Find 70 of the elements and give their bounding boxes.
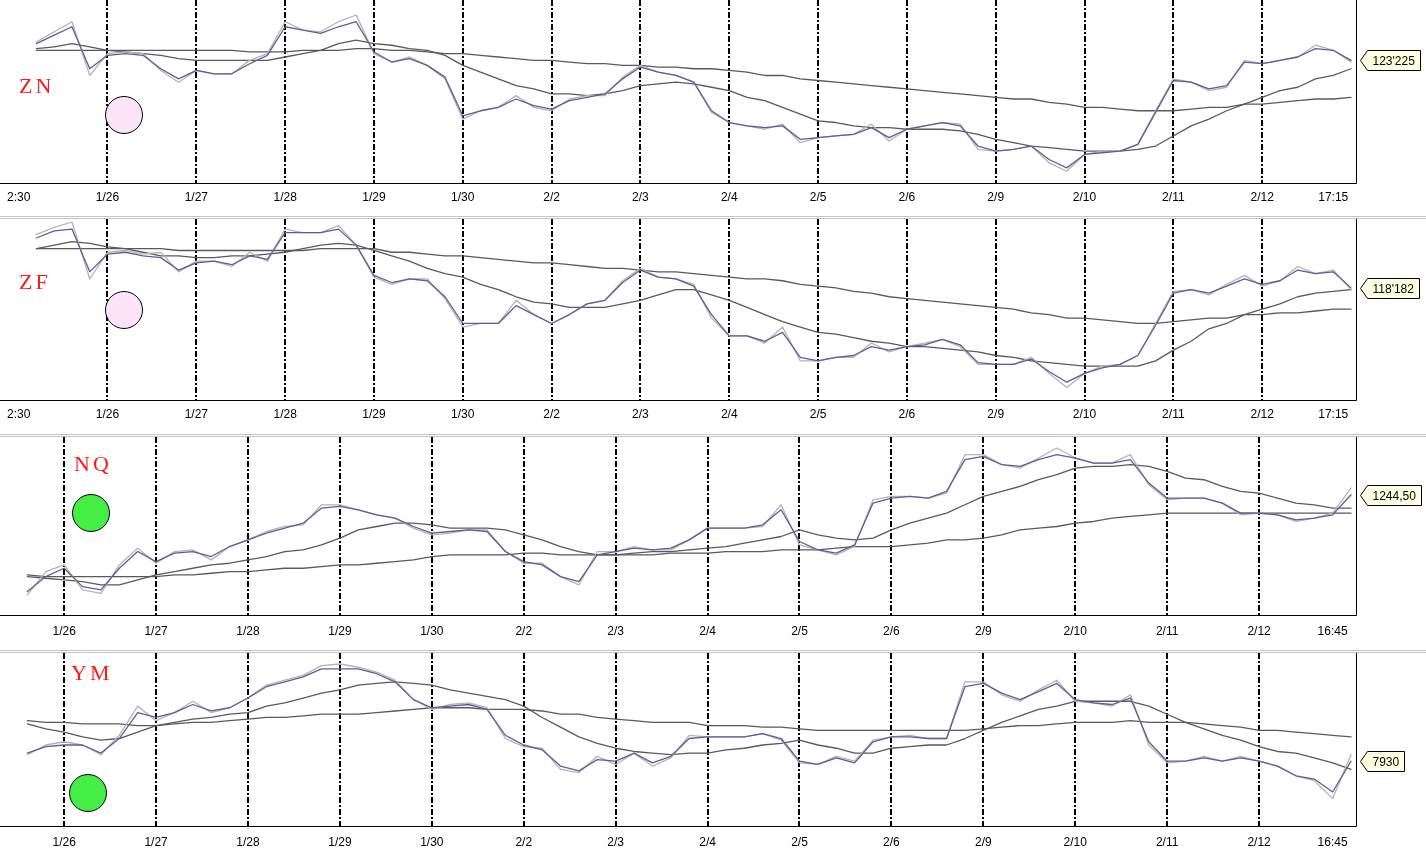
x-tick-label: 2/10 [1072,189,1097,204]
x-tick-label: 2/5 [791,623,809,638]
x-tick-label: 1/27 [184,189,209,204]
x-tick-label: 2/12 [1250,406,1275,421]
x-tick-label: 2/3 [607,834,625,849]
x-tick-label: 1/28 [273,406,298,421]
x-tick-label: 1/26 [95,189,120,204]
x-tick-label: 1/27 [144,834,169,849]
x-tick-label: 1/29 [328,834,352,849]
x-tick-label: 16:45 [1317,623,1348,638]
x-tick-label: 1/30 [420,623,444,638]
x-tick-label: 2/3 [607,623,625,638]
x-tick-label: 2/5 [809,406,827,421]
x-tick-label: 1/28 [273,189,298,204]
x-tick-label: 2/12 [1250,189,1275,204]
x-tick-label: 1/30 [420,834,444,849]
x-tick-label: 2/2 [543,406,561,421]
x-tick-label: 2/10 [1072,406,1097,421]
x-tick-label: 2/11 [1155,623,1179,638]
x-tick-label: 2:30 [7,406,31,421]
x-tick-label: 2/9 [974,623,992,638]
x-tick-label: 2:30 [7,189,31,204]
x-tick-label: 2/2 [515,623,533,638]
x-tick-label: 2/5 [809,189,827,204]
x-tick-label: 2/6 [898,406,916,421]
text: 118'182 [1372,281,1415,296]
x-tick-label: 2/3 [632,406,650,421]
x-tick-label: 2/6 [883,623,901,638]
x-tick-label: 1/27 [144,623,169,638]
text: ZF [19,269,51,294]
text: 1244,50 [1372,488,1417,503]
x-tick-label: 1/26 [52,834,77,849]
chart-title: NQ [74,451,112,476]
x-tick-label: 2/11 [1155,834,1179,849]
text: 7930 [1372,754,1400,769]
x-tick-label: 2/4 [699,834,717,849]
x-tick-label: 17:15 [1318,189,1349,204]
text: ZN [19,73,55,98]
x-tick-label: 2/10 [1063,623,1088,638]
chart-title: YM [71,660,113,685]
x-tick-label: 1/30 [451,406,475,421]
x-tick-label: 2/9 [974,834,992,849]
x-tick-label: 2/6 [883,834,901,849]
x-tick-label: 1/28 [236,623,260,638]
x-tick-label: 17:15 [1318,406,1349,421]
x-tick-label: 2/12 [1247,623,1272,638]
x-tick-label: 2/9 [987,189,1005,204]
x-tick-label: 2/10 [1063,834,1088,849]
x-tick-label: 1/26 [95,406,120,421]
x-tick-label: 16:45 [1317,834,1348,849]
x-tick-label: 2/11 [1162,406,1185,421]
x-tick-label: 1/29 [328,623,352,638]
x-tick-label: 2/9 [987,406,1005,421]
x-tick-label: 2/4 [720,406,738,421]
x-tick-label: 1/28 [236,834,260,849]
x-tick-label: 2/4 [720,189,738,204]
x-tick-label: 2/3 [632,189,650,204]
x-tick-label: 2/11 [1162,189,1185,204]
x-tick-label: 2/5 [791,834,809,849]
x-tick-label: 2/2 [543,189,561,204]
x-tick-label: 1/27 [184,406,209,421]
x-tick-label: 1/29 [362,406,386,421]
text: 123'225 [1372,53,1416,68]
x-tick-label: 1/29 [362,189,386,204]
x-tick-label: 2/6 [898,189,916,204]
x-tick-label: 2/2 [515,834,533,849]
x-tick-label: 1/30 [451,189,475,204]
x-tick-label: 2/4 [699,623,717,638]
x-tick-label: 1/26 [52,623,77,638]
x-tick-label: 2/12 [1247,834,1272,849]
